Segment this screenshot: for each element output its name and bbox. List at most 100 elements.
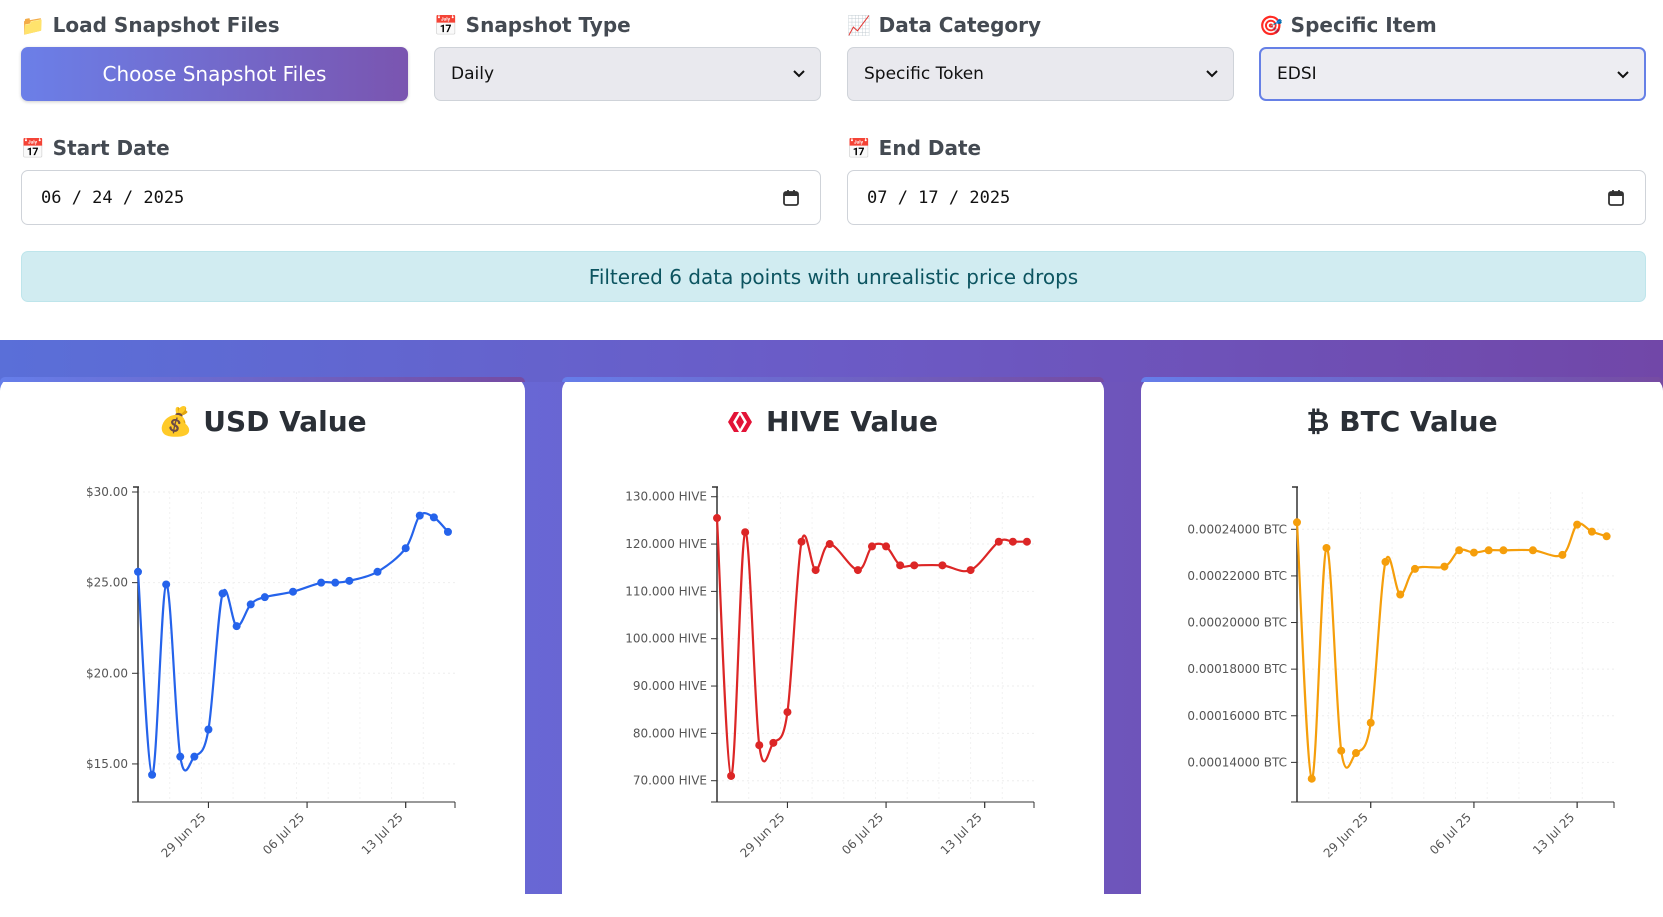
y-tick-label: $20.00: [86, 666, 128, 680]
hive-data-point: [910, 561, 919, 570]
btc-data-point: [1381, 557, 1390, 566]
btc-data-point: [1351, 749, 1360, 758]
choose-files-button[interactable]: Choose Snapshot Files: [21, 47, 408, 101]
hive-chart-title: HIVE Value: [766, 405, 938, 438]
usd-grid: [138, 491, 455, 802]
x-tick-label: 06 Jul 25: [839, 810, 886, 857]
snapshot-type-select[interactable]: Daily: [434, 47, 821, 101]
snapshot-type-value: Daily: [451, 64, 495, 84]
y-tick-label: 0.00020000 BTC: [1187, 616, 1287, 630]
btc-data-point: [1440, 562, 1449, 571]
y-tick-label: $25.00: [86, 576, 128, 590]
btc-data-point: [1410, 564, 1419, 573]
filter-notice: Filtered 6 data points with unrealistic …: [21, 251, 1646, 302]
btc-data-point: [1396, 590, 1405, 599]
usd-data-point: [232, 622, 241, 631]
x-tick-label: 29 Jun 25: [158, 810, 208, 860]
specific-item-label: Specific Item: [1290, 13, 1437, 37]
usd-data-point: [204, 725, 213, 734]
hive-grid: [717, 492, 1034, 802]
btc-data-point: [1322, 543, 1331, 552]
end-date-field: 📅 End Date: [847, 135, 981, 161]
start-date-field: 📅 Start Date: [21, 135, 170, 161]
hive-chart-card: HIVE Value 70.000 HIVE 80.000 HIVE 90.000 …: [562, 377, 1104, 917]
hive-data-point: [1022, 537, 1031, 546]
chevron-down-icon: [793, 70, 805, 78]
usd-line-chart: $15.00 $20.00 $25.00 $30.00 29 Jun 25 06 Jul …: [86, 485, 456, 860]
btc-data-point: [1587, 527, 1596, 536]
usd-chart-card: 💰 USD Value $15.00 $20.00 $25.00 $30.00 29 J…: [0, 377, 525, 917]
y-tick-label: 110.000 HIVE: [625, 584, 707, 598]
end-date-input[interactable]: 07 / 17 / 2025: [847, 170, 1646, 225]
hive-data-point: [741, 528, 750, 537]
chevron-down-icon: [1617, 71, 1629, 79]
usd-data-point: [415, 511, 424, 520]
hive-data-point: [853, 566, 862, 575]
hive-data-point: [727, 771, 736, 780]
hive-data-point: [811, 566, 820, 575]
usd-data-point: [176, 752, 185, 761]
btc-data-point: [1307, 774, 1316, 783]
usd-series-line: [136, 512, 449, 776]
btc-data-point: [1602, 532, 1611, 541]
calendar-picker-icon[interactable]: [782, 189, 800, 207]
start-date-value: 06 / 24 / 2025: [41, 187, 185, 208]
hive-data-point: [867, 542, 876, 551]
specific-item-field: 🎯 Specific Item: [1259, 12, 1437, 38]
hive-data-point: [797, 537, 806, 546]
data-category-label: Data Category: [878, 13, 1042, 37]
end-date-value: 07 / 17 / 2025: [867, 187, 1011, 208]
specific-item-select[interactable]: EDSI: [1259, 47, 1646, 101]
hive-data-point: [994, 537, 1003, 546]
y-tick-label: 70.000 HIVE: [633, 774, 707, 788]
hive-data-point: [1008, 537, 1017, 546]
usd-data-point: [429, 513, 438, 522]
usd-data-point: [288, 587, 297, 596]
chart-increasing-icon: 📈: [847, 14, 871, 37]
hive-logo-icon: [728, 411, 753, 432]
btc-data-point: [1455, 546, 1464, 555]
hive-data-point: [882, 542, 891, 551]
x-tick-label: 06 Jul 25: [1427, 810, 1474, 857]
end-date-label: End Date: [878, 136, 982, 160]
hive-data-point: [783, 708, 792, 717]
usd-data-point: [331, 578, 340, 587]
usd-data-point: [317, 578, 326, 587]
btc-data-point: [1499, 546, 1508, 555]
start-date-input[interactable]: 06 / 24 / 2025: [21, 170, 821, 225]
calendar-icon: 📅: [434, 14, 458, 37]
hive-data-point: [755, 741, 764, 750]
usd-data-point: [246, 600, 255, 609]
chevron-down-icon: [1206, 70, 1218, 78]
folder-icon: 📁: [21, 14, 45, 37]
usd-data-point: [345, 576, 354, 585]
y-tick-label: 0.00018000 BTC: [1187, 662, 1287, 676]
usd-data-point: [162, 580, 171, 589]
btc-series-line: [1295, 522, 1607, 780]
usd-data-point: [401, 544, 410, 553]
x-tick-label: 13 Jul 25: [359, 810, 406, 857]
load-files-field: 📁 Load Snapshot Files: [21, 12, 280, 38]
hive-data-point: [938, 561, 947, 570]
btc-data-point: [1484, 546, 1493, 555]
load-files-label: Load Snapshot Files: [52, 13, 280, 37]
btc-data-point: [1293, 518, 1301, 527]
hive-data-point: [713, 514, 721, 523]
specific-item-value: EDSI: [1277, 64, 1317, 84]
hive-data-point: [966, 566, 975, 575]
btc-data-point: [1558, 550, 1567, 559]
btc-data-point: [1366, 718, 1375, 727]
y-tick-label: 0.00024000 BTC: [1187, 522, 1287, 536]
calendar-picker-icon[interactable]: [1607, 189, 1625, 207]
hive-data-point: [769, 738, 778, 747]
x-tick-label: 13 Jul 25: [1530, 810, 1577, 857]
y-tick-label: 80.000 HIVE: [633, 726, 707, 740]
btc-chart-card: ₿ BTC Value 0.00014000 BTC 0.00016000 BTC…: [1141, 377, 1663, 917]
y-tick-label: 0.00014000 BTC: [1187, 755, 1287, 769]
y-tick-label: 120.000 HIVE: [625, 537, 707, 551]
usd-data-point: [260, 593, 269, 602]
usd-data-point: [373, 567, 382, 576]
data-category-select[interactable]: Specific Token: [847, 47, 1234, 101]
y-tick-label: 90.000 HIVE: [633, 679, 707, 693]
btc-line-chart: 0.00014000 BTC 0.00016000 BTC 0.00018000 B…: [1187, 486, 1615, 860]
